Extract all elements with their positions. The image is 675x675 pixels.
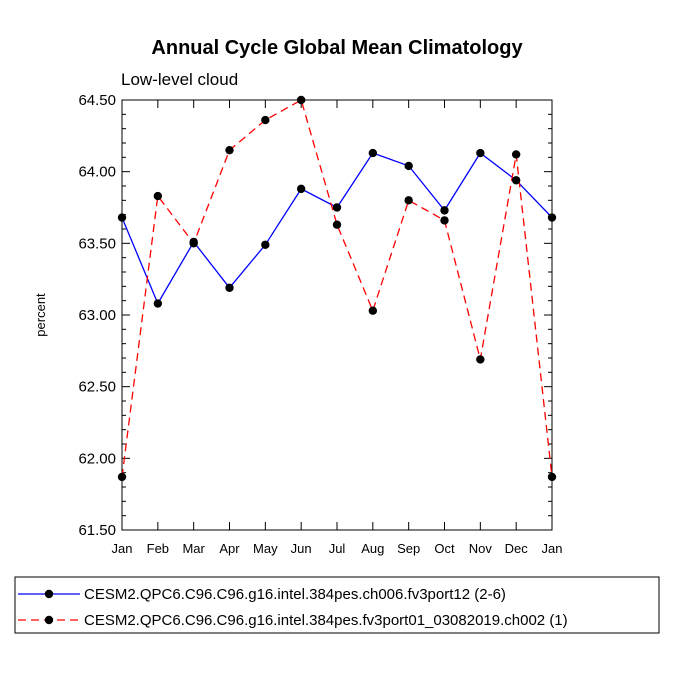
x-tick-label: Jan xyxy=(112,541,133,556)
y-axis-label: percent xyxy=(33,293,48,337)
legend: CESM2.QPC6.C96.C96.g16.intel.384pes.ch00… xyxy=(18,586,568,629)
series-1-point xyxy=(153,299,163,308)
legend-label-1: CESM2.QPC6.C96.C96.g16.intel.384pes.ch00… xyxy=(84,586,506,603)
series-1-point xyxy=(261,240,270,249)
chart-title: Annual Cycle Global Mean Climatology xyxy=(151,37,523,59)
legend-marker-2 xyxy=(44,615,54,625)
x-tick-label: Apr xyxy=(219,541,240,556)
legend-box xyxy=(14,576,660,634)
series-2-point xyxy=(440,216,449,225)
y-tick-label: 63.50 xyxy=(78,235,116,252)
series-2-point xyxy=(189,239,198,248)
series-1-point xyxy=(117,213,127,222)
series-2-point xyxy=(296,95,306,105)
chart-subtitle: Low-level cloud xyxy=(121,70,238,89)
series-1-point xyxy=(368,148,378,158)
series-1-point xyxy=(511,176,521,185)
y-tick-label: 62.00 xyxy=(78,450,116,467)
x-tick-label: Dec xyxy=(505,541,529,556)
x-tick-label: Feb xyxy=(147,541,169,556)
x-tick-label: Oct xyxy=(434,541,455,556)
x-tick-label: May xyxy=(253,541,278,556)
series-2-point xyxy=(225,145,234,155)
series-2-point xyxy=(368,306,378,315)
series-2-point xyxy=(261,115,270,125)
x-tick-label: Nov xyxy=(469,541,493,556)
y-tick-label: 62.50 xyxy=(78,379,116,396)
series-2-point xyxy=(332,220,342,229)
series-2-point xyxy=(547,472,557,482)
series-1-point xyxy=(547,213,557,222)
series-2-point xyxy=(153,191,163,201)
series-1-point xyxy=(332,203,342,212)
series-1-point xyxy=(404,161,413,171)
legend-label-2: CESM2.QPC6.C96.C96.g16.intel.384pes.fv3p… xyxy=(84,612,568,629)
y-tick-label: 64.00 xyxy=(78,164,116,181)
x-tick-label: Aug xyxy=(361,541,384,556)
y-tick-label: 61.50 xyxy=(78,522,116,539)
x-tick-label: Mar xyxy=(182,541,205,556)
series-2-point xyxy=(476,355,485,364)
y-tick-label: 63.00 xyxy=(78,307,116,324)
y-tick-label: 64.50 xyxy=(78,92,116,109)
series-1-point xyxy=(440,206,449,215)
x-tick-label: Jun xyxy=(291,541,312,556)
series-layer xyxy=(117,95,557,482)
series-2-point xyxy=(117,472,127,482)
series-1-point xyxy=(476,148,485,158)
x-tick-label: Jan xyxy=(542,541,563,556)
axes: 61.50 62.00 62.50 63.00 63.50 64.00 64.50 Jan Fe… xyxy=(78,92,562,556)
series-1-point xyxy=(296,184,306,194)
series-2-point xyxy=(404,196,413,205)
series-line-2 xyxy=(121,99,553,478)
series-1-point xyxy=(225,283,234,292)
series-2-point xyxy=(511,150,521,159)
x-tick-label: Sep xyxy=(397,541,420,556)
x-tick-label: Jul xyxy=(329,541,346,556)
legend-marker-1 xyxy=(44,589,54,599)
